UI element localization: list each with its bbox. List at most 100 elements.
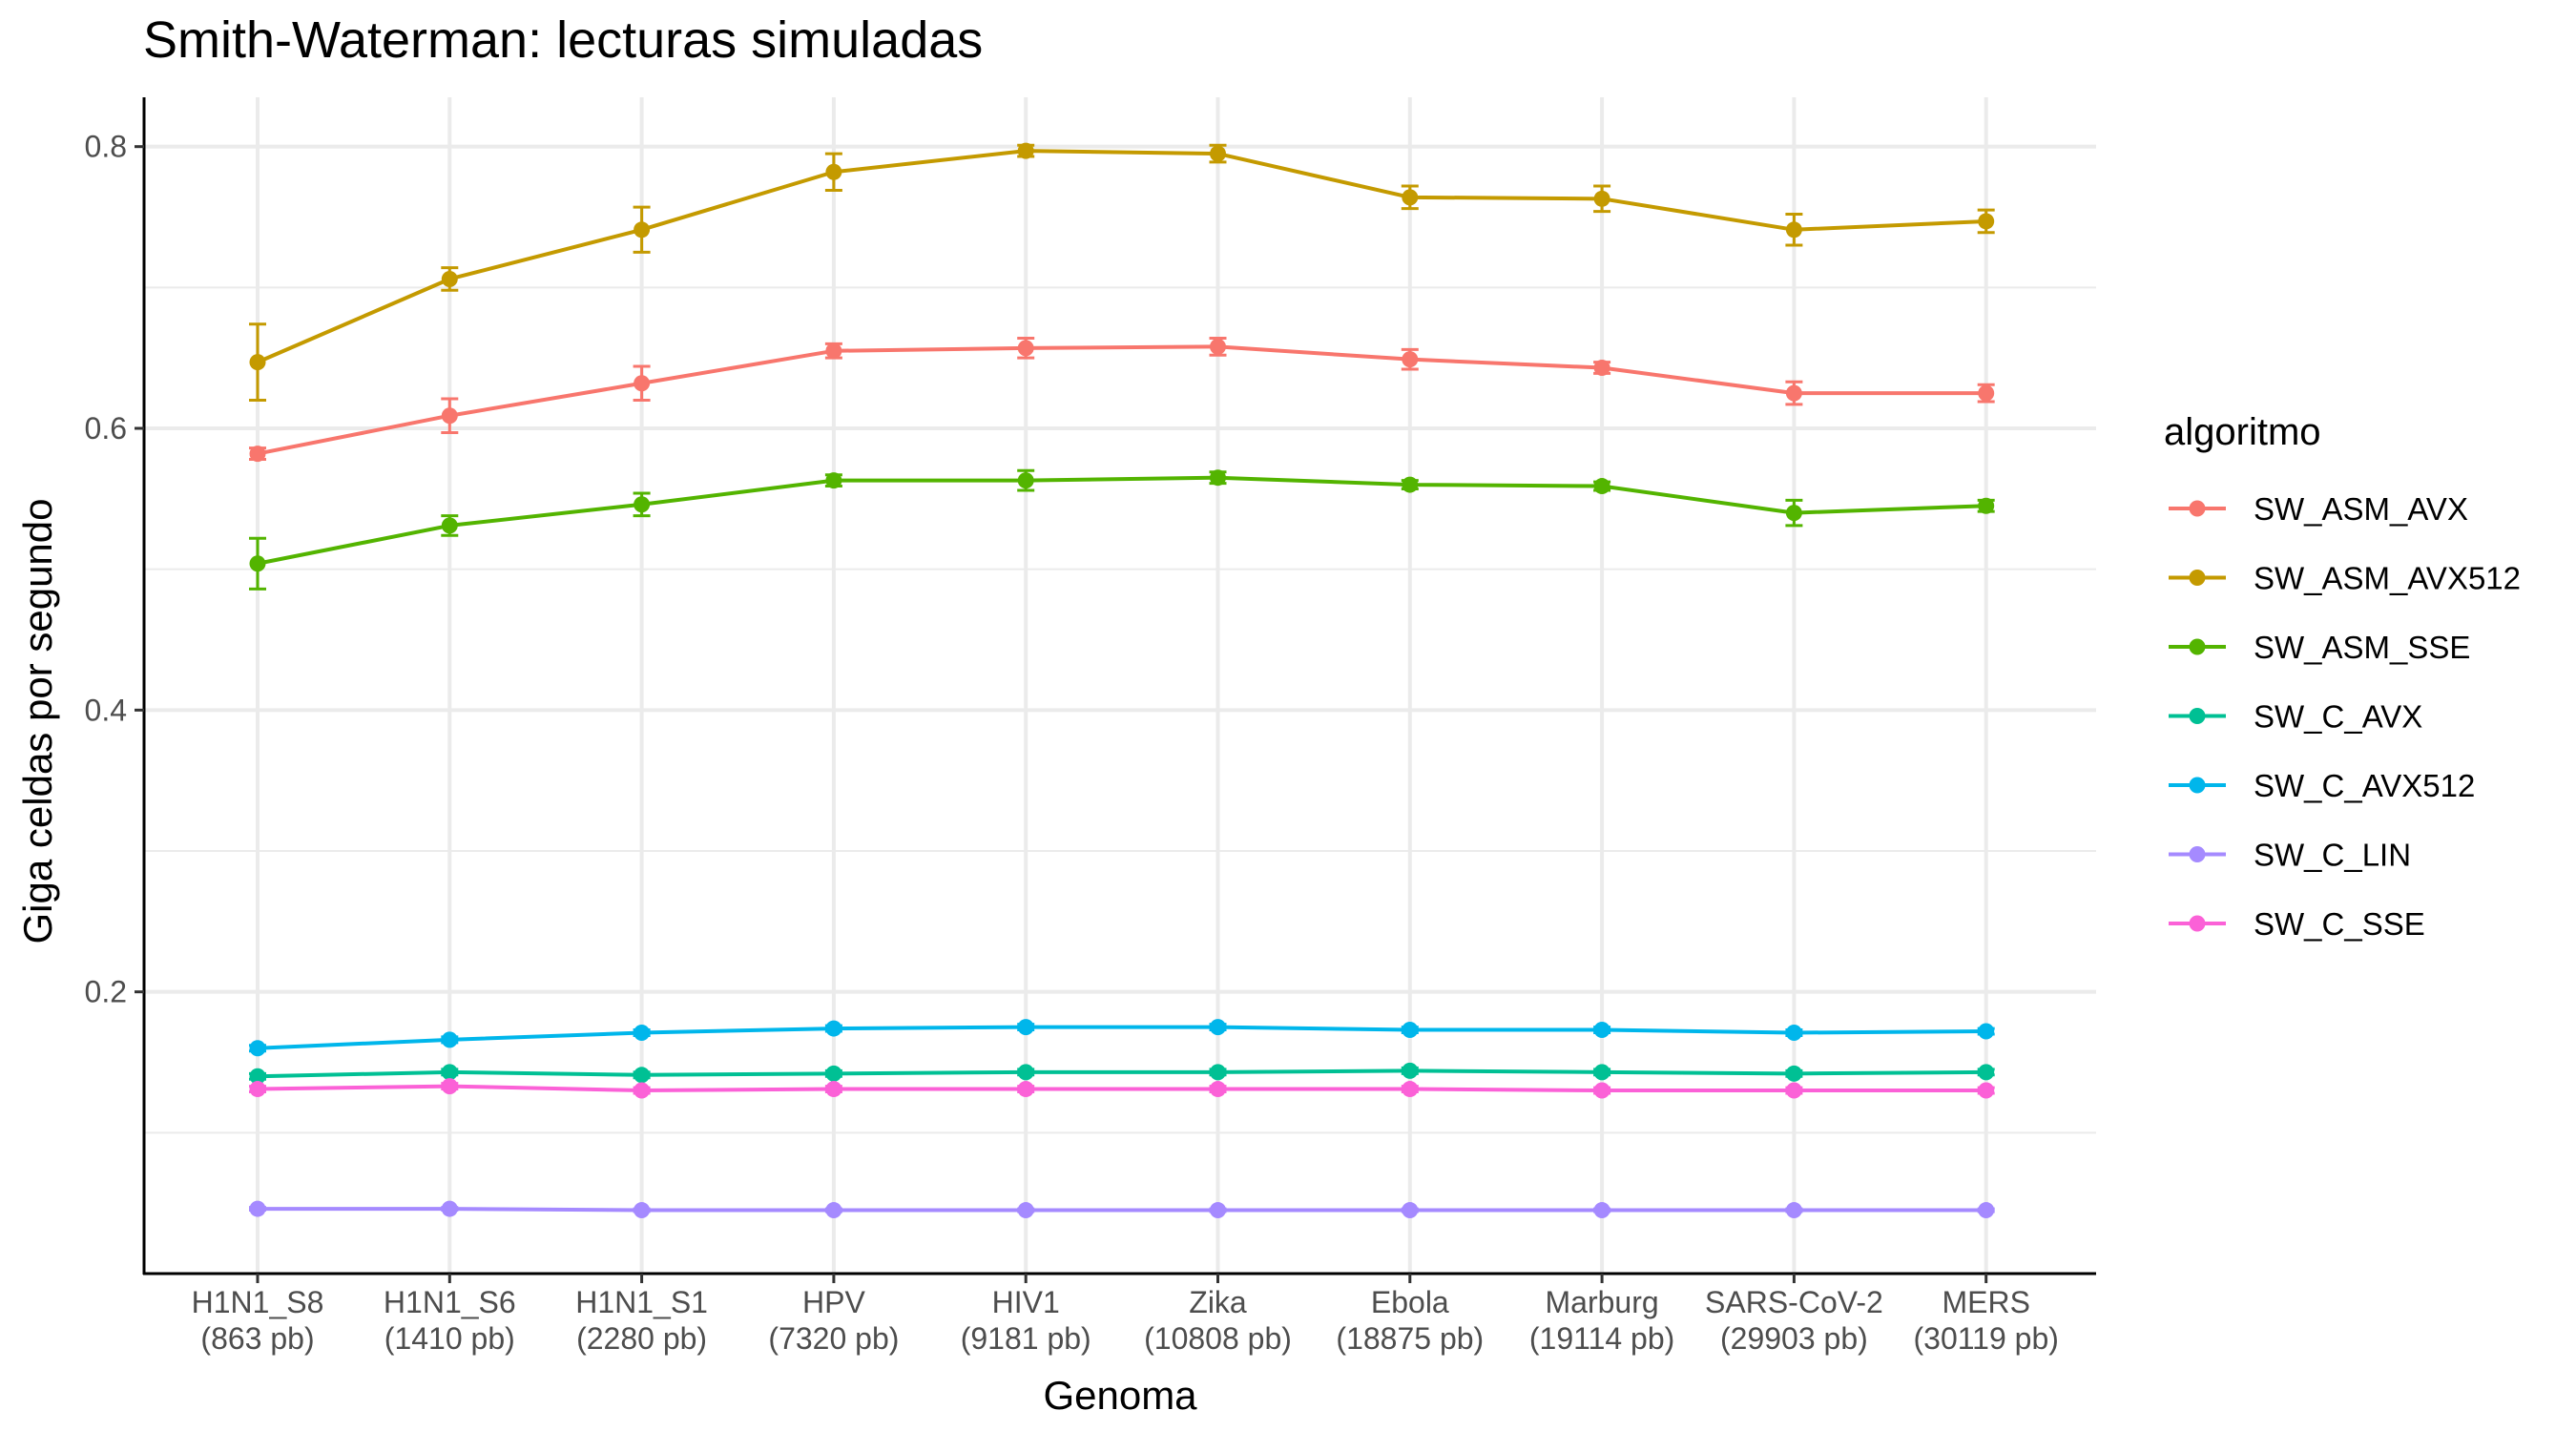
data-point <box>1210 1202 1226 1219</box>
data-point <box>1210 338 1226 355</box>
data-point <box>1017 1202 1034 1219</box>
data-point <box>1785 1202 1802 1219</box>
data-point <box>1402 1062 1419 1079</box>
series-line <box>257 475 1986 566</box>
axes: 0.2 0.4 0.6 0.8 H1N1_S8(863 pb) H1N1_S6(1410 … <box>85 97 2096 1356</box>
legend-key-point <box>2189 708 2206 724</box>
legend-key-point <box>2189 638 2206 655</box>
data-point <box>1785 1082 1802 1099</box>
x-tick-label: SARS-CoV-2 <box>1705 1285 1883 1319</box>
data-point <box>1593 1064 1610 1081</box>
data-point <box>1785 384 1802 402</box>
data-point <box>1785 1065 1802 1082</box>
data-point <box>825 163 842 180</box>
x-tick-sublabel: (10808 pb) <box>1144 1321 1292 1356</box>
x-tick-label: HIV1 <box>992 1285 1060 1319</box>
series-line <box>257 344 1986 456</box>
data-point <box>249 1040 266 1057</box>
legend-item: SW_C_AVX <box>2169 699 2422 735</box>
x-tick-label: Zika <box>1189 1285 1247 1319</box>
data-point <box>1978 1023 1995 1040</box>
data-point <box>825 1020 842 1037</box>
data-point <box>1210 1081 1226 1098</box>
data-point <box>634 375 651 392</box>
x-tick-label: H1N1_S8 <box>192 1285 324 1319</box>
x-tick-label: MERS <box>1942 1285 2029 1319</box>
data-point <box>825 472 842 489</box>
series-SW_C_AVX <box>249 1062 1995 1085</box>
series-line <box>257 1084 1986 1093</box>
x-tick-label: HPV <box>802 1285 865 1319</box>
data-point <box>825 1081 842 1098</box>
data-point <box>634 221 651 238</box>
data-point <box>1210 1064 1226 1081</box>
data-point <box>634 496 651 513</box>
series-group <box>249 142 1995 1219</box>
data-point <box>825 1202 842 1219</box>
legend-title: algoritmo <box>2164 411 2321 453</box>
x-tick-sublabel: (863 pb) <box>200 1321 314 1356</box>
legend-item: SW_C_LIN <box>2169 838 2411 873</box>
data-point <box>1210 1019 1226 1036</box>
legend-label: SW_ASM_SSE <box>2254 630 2470 665</box>
data-point <box>1785 221 1802 238</box>
x-tick-sublabel: (7320 pb) <box>768 1321 899 1356</box>
legend-key-point <box>2189 915 2206 932</box>
data-point <box>441 1031 458 1048</box>
series-line <box>257 1068 1986 1079</box>
x-tick-sublabel: (9181 pb) <box>961 1321 1091 1356</box>
data-point <box>441 1200 458 1217</box>
series-SW_C_AVX512 <box>249 1019 1995 1057</box>
x-tick-sublabel: (1410 pb) <box>384 1321 515 1356</box>
data-point <box>1978 1202 1995 1219</box>
data-point <box>1978 497 1995 514</box>
data-point <box>1978 1064 1995 1081</box>
legend-label: SW_C_SSE <box>2254 906 2425 942</box>
legend: algoritmo SW_ASM_AVX SW_ASM_AVX512 SW_ASM_… <box>2164 411 2521 942</box>
x-tick-label: H1N1_S6 <box>384 1285 516 1319</box>
x-tick-label: Ebola <box>1371 1285 1449 1319</box>
legend-item: SW_C_AVX512 <box>2169 768 2475 803</box>
x-tick-sublabel: (2280 pb) <box>576 1321 707 1356</box>
data-point <box>1978 384 1995 402</box>
data-point <box>1402 351 1419 368</box>
data-point <box>1978 1082 1995 1099</box>
data-point <box>1593 478 1610 495</box>
legend-item: SW_ASM_AVX512 <box>2169 561 2521 596</box>
legend-label: SW_ASM_AVX <box>2254 491 2468 527</box>
legend-key-point <box>2189 777 2206 794</box>
data-point <box>1593 1202 1610 1219</box>
data-point <box>1402 1202 1419 1219</box>
data-point <box>441 407 458 425</box>
data-point <box>1785 505 1802 522</box>
data-point <box>1017 1019 1034 1036</box>
series-line <box>258 1207 1986 1213</box>
data-point <box>1593 360 1610 377</box>
series-line <box>257 1025 1986 1050</box>
data-point <box>441 517 458 534</box>
data-point <box>1402 1081 1419 1098</box>
data-point <box>249 555 266 572</box>
data-point <box>634 1067 651 1084</box>
data-point <box>1017 1081 1034 1098</box>
legend-item: SW_ASM_AVX <box>2169 491 2468 527</box>
data-point <box>634 1024 651 1041</box>
data-point <box>1210 145 1226 162</box>
data-point <box>1402 189 1419 206</box>
y-tick-label: 0.2 <box>85 975 127 1009</box>
x-axis-title: Genoma <box>1043 1373 1197 1418</box>
data-point <box>1785 1024 1802 1041</box>
data-point <box>1593 1082 1610 1099</box>
data-point <box>1402 476 1419 493</box>
data-point <box>1017 142 1034 159</box>
data-point <box>634 1202 651 1219</box>
series-SW_C_LIN <box>249 1200 1995 1219</box>
x-tick-sublabel: (30119 pb) <box>1913 1321 2058 1356</box>
data-point <box>249 1081 266 1098</box>
x-tick-label: H1N1_S1 <box>575 1285 708 1319</box>
series-SW_C_SSE <box>249 1078 1995 1099</box>
legend-item: SW_ASM_SSE <box>2169 630 2470 665</box>
data-point <box>441 1078 458 1095</box>
data-point <box>1017 1064 1034 1081</box>
data-point <box>1017 340 1034 357</box>
